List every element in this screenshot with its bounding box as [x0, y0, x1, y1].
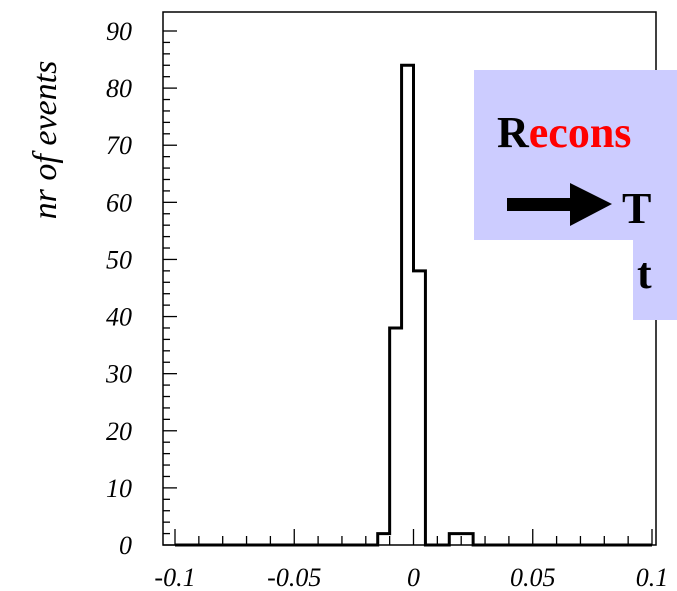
- y-tick-label: 40: [106, 303, 132, 332]
- x-tick-labels: -0.1 -0.05 0 0.05 0.1: [154, 563, 668, 591]
- overlay-text-first-letter: R: [497, 108, 530, 157]
- y-tick-label: 10: [106, 474, 132, 503]
- y-tick-label: 80: [106, 74, 132, 103]
- y-tick-label: 60: [106, 188, 132, 217]
- overlay-text-rest: econs: [529, 108, 632, 157]
- x-tick-label: -0.1: [154, 563, 195, 591]
- y-tick-label: 70: [106, 131, 132, 160]
- x-tick-label: 0.1: [636, 563, 669, 591]
- y-tick-label: 30: [105, 360, 132, 389]
- x-tick-label: 0.05: [510, 563, 556, 591]
- y-tick-labels: 0 10 20 30 40 50 60 70 80 90: [105, 17, 132, 560]
- overlay-text-line3: t: [637, 249, 652, 298]
- arrow-right-icon: [507, 183, 612, 226]
- overlay-box: Recons T t: [474, 70, 677, 320]
- y-tick-label: 0: [119, 531, 132, 560]
- overlay-text-line2: T: [622, 184, 651, 233]
- y-tick-label: 50: [106, 245, 132, 274]
- y-tick-label: 20: [106, 417, 132, 446]
- y-tick-label: 90: [106, 17, 132, 46]
- x-tick-label: 0: [407, 563, 420, 591]
- svg-text:Recons: Recons: [497, 108, 631, 157]
- x-tick-label: -0.05: [267, 563, 321, 591]
- y-axis-title: nr of events: [27, 61, 64, 220]
- axis-ticks: [163, 30, 653, 546]
- overlay-box-bottom: [633, 240, 677, 320]
- histogram-outline: [175, 63, 652, 547]
